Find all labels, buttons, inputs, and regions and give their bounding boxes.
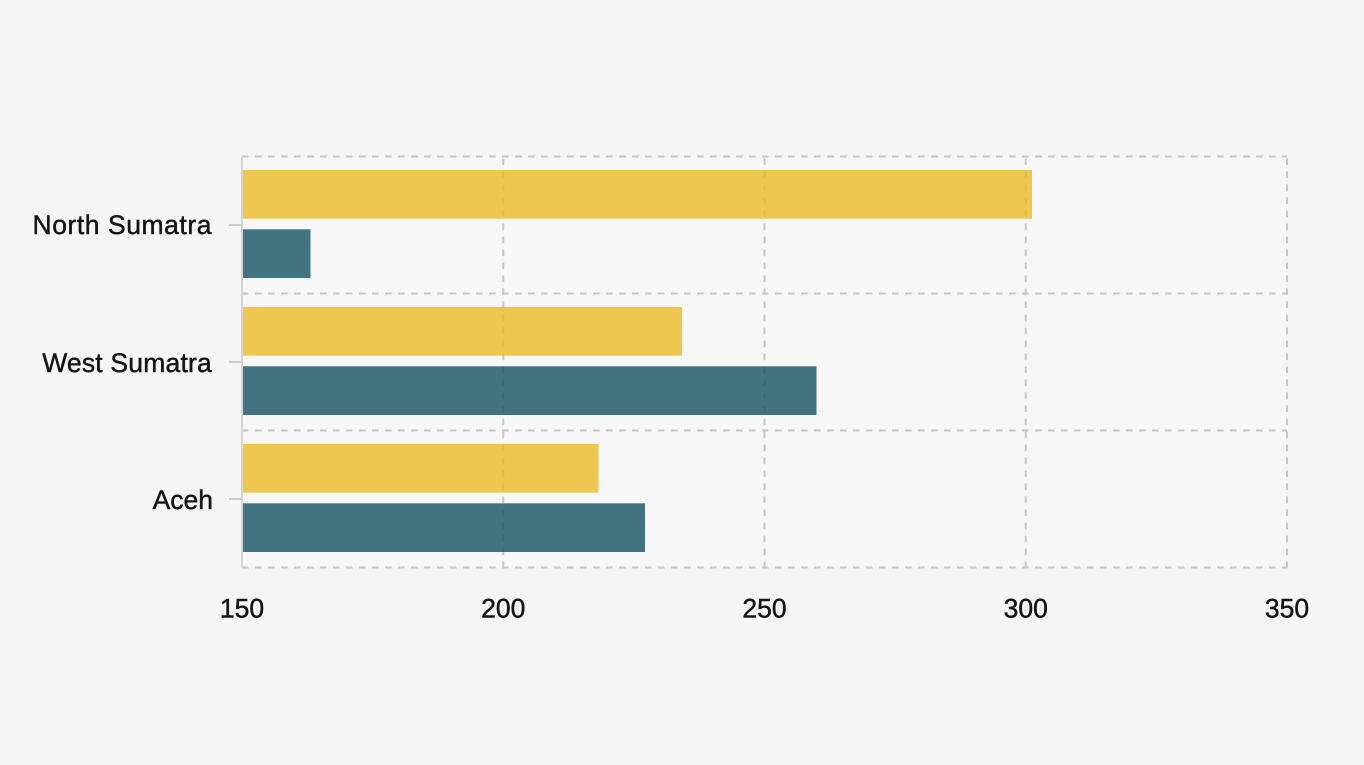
svg-text:300: 300 — [1004, 594, 1048, 624]
svg-text:200: 200 — [481, 594, 525, 624]
svg-text:West Sumatra: West Sumatra — [42, 348, 212, 378]
svg-text:North Sumatra: North Sumatra — [33, 210, 212, 240]
svg-text:Aceh: Aceh — [153, 485, 213, 515]
svg-text:150: 150 — [220, 594, 264, 624]
svg-text:350: 350 — [1265, 594, 1309, 624]
svg-text:250: 250 — [742, 594, 786, 624]
